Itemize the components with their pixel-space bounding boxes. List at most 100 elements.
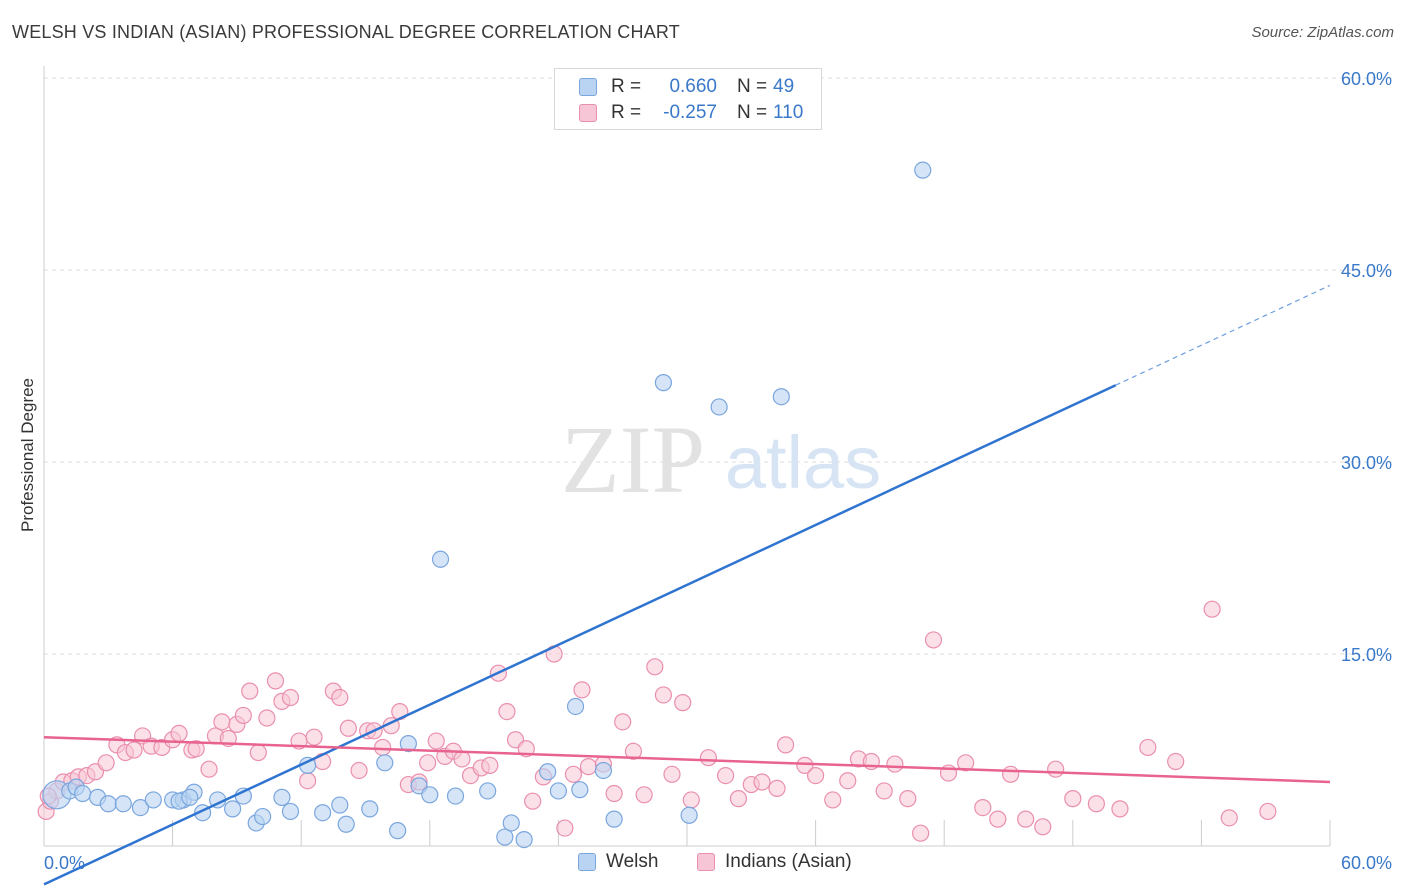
welsh-point <box>772 388 790 406</box>
welsh-point <box>446 787 465 805</box>
indian-point <box>241 682 259 700</box>
welsh-legend-label: Welsh <box>606 851 659 872</box>
welsh-point <box>496 828 514 846</box>
welsh-point <box>114 795 132 813</box>
welsh-point <box>131 798 150 817</box>
indian-point <box>1259 802 1277 821</box>
indian-point <box>234 706 252 725</box>
legend-row-indian: R = -0.257 N = 110 <box>579 101 803 125</box>
indian-point <box>663 765 681 783</box>
indian-point <box>674 694 692 712</box>
watermark: ZIP atlas <box>561 406 881 513</box>
indian-point <box>266 672 285 690</box>
indian-point <box>768 779 786 798</box>
indian-point <box>498 702 516 721</box>
indian-point <box>806 766 825 785</box>
indian-point <box>564 765 583 783</box>
indian-point <box>796 756 814 774</box>
indian-point <box>957 754 975 772</box>
welsh-point <box>314 804 332 822</box>
indian-point <box>1203 600 1221 618</box>
welsh-point <box>431 550 450 568</box>
watermark-zip: ZIP <box>561 406 705 513</box>
axes <box>43 66 1331 847</box>
indian-point <box>299 772 317 790</box>
r-label: R = <box>611 76 642 97</box>
indian-point <box>624 742 643 760</box>
bottom-legend-welsh: Welsh <box>578 851 658 873</box>
indian-point <box>97 754 115 772</box>
indian-n-value: 110 <box>773 102 804 123</box>
chart-title: WELSH VS INDIAN (ASIAN) PROFESSIONAL DEG… <box>12 22 680 42</box>
y-tick-label: 30.0% <box>1341 453 1392 473</box>
indian-point <box>249 743 267 762</box>
indian-point <box>1002 765 1020 783</box>
welsh-trend-line <box>43 384 1117 886</box>
indian-point <box>924 631 943 649</box>
welsh-point <box>605 810 623 828</box>
indian-point <box>776 736 795 754</box>
indian-point <box>729 790 748 808</box>
r-label: R = <box>611 102 642 123</box>
indian-point <box>524 792 542 810</box>
welsh-point <box>376 754 394 772</box>
welsh-point <box>273 788 291 806</box>
y-tick-label: 15.0% <box>1341 645 1392 665</box>
x-tick-label-min: 0.0% <box>44 853 85 873</box>
welsh-point <box>331 796 349 814</box>
welsh-point <box>594 761 613 780</box>
indian-point <box>912 824 930 842</box>
welsh-point <box>571 781 589 799</box>
welsh-point <box>539 763 557 781</box>
welsh-point <box>549 782 568 800</box>
correlation-legend: R = 0.660 N = 49 R = -0.257 N = 110 <box>554 68 822 130</box>
welsh-point <box>515 830 533 849</box>
y-tick-label: 60.0% <box>1341 69 1392 89</box>
indian-point <box>646 658 664 676</box>
indian-point <box>1017 810 1035 828</box>
legend-row-welsh: R = 0.660 N = 49 <box>579 75 794 99</box>
indian-legend-swatch <box>697 853 715 871</box>
indian-point <box>427 732 445 750</box>
indian-point <box>281 688 300 707</box>
welsh-point <box>144 791 162 809</box>
welsh-n-value: 49 <box>773 76 795 97</box>
trend-lines <box>43 284 1331 886</box>
indian-point <box>699 749 718 767</box>
indian-point <box>886 755 904 773</box>
welsh-point <box>181 788 199 806</box>
indian-point <box>579 758 598 776</box>
indian-point <box>419 754 437 772</box>
grid-lines <box>44 77 1392 655</box>
indian-legend-label: Indians (Asian) <box>725 851 852 872</box>
indian-point <box>716 766 735 785</box>
welsh-point <box>254 807 272 826</box>
indian-point <box>614 713 632 731</box>
welsh-trend-extension <box>1115 284 1331 386</box>
indian-point <box>556 819 574 837</box>
indian-point <box>1064 790 1082 808</box>
indian-point <box>481 756 499 774</box>
indian-point <box>839 772 857 790</box>
welsh-swatch <box>579 78 597 96</box>
welsh-points <box>42 161 932 849</box>
indian-point <box>753 773 771 791</box>
indian-point <box>200 760 218 778</box>
x-tick-label-max: 60.0% <box>1341 853 1392 873</box>
indian-point <box>1034 818 1052 836</box>
indian-point <box>989 810 1007 828</box>
welsh-point <box>566 697 585 716</box>
indian-r-value: -0.257 <box>663 102 717 123</box>
indian-point <box>682 791 700 809</box>
indian-point <box>899 790 917 808</box>
indian-point <box>1220 809 1238 827</box>
welsh-point <box>710 398 728 416</box>
indian-point <box>187 740 205 758</box>
source-label: Source: ZipAtlas.com <box>1251 24 1394 41</box>
welsh-point <box>421 786 439 804</box>
welsh-point <box>502 814 520 832</box>
indian-point <box>1167 752 1185 771</box>
indian-point <box>213 713 231 731</box>
welsh-point <box>914 161 932 179</box>
